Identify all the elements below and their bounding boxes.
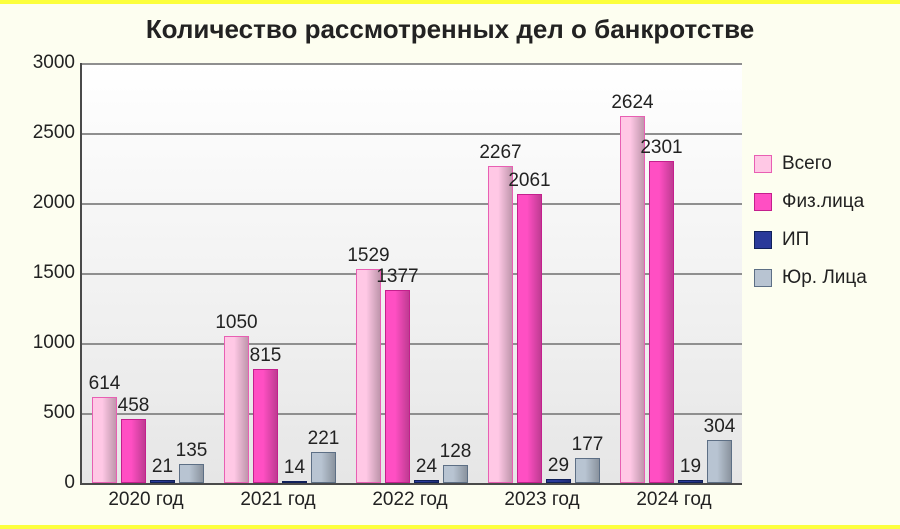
legend-item: ИП xyxy=(754,229,894,251)
bar-value-label: 1529 xyxy=(347,245,389,267)
bar-value-label: 815 xyxy=(250,345,282,367)
bar xyxy=(224,336,249,483)
bar-value-label: 1377 xyxy=(376,266,418,288)
bar-group: 105081514221 xyxy=(224,63,336,483)
bar-value-label: 135 xyxy=(176,440,208,462)
bar-value-label: 458 xyxy=(118,395,150,417)
legend-swatch xyxy=(754,155,772,173)
x-tick-label: 2020 год xyxy=(108,489,183,511)
legend-swatch xyxy=(754,269,772,287)
legend-label: Всего xyxy=(782,153,832,175)
y-tick-label: 2500 xyxy=(15,122,75,144)
bar-group: 2624230119304 xyxy=(620,63,732,483)
bar-value-label: 21 xyxy=(152,456,173,478)
y-tick-label: 2000 xyxy=(15,192,75,214)
bar-value-label: 2267 xyxy=(479,142,521,164)
bar xyxy=(649,161,674,483)
bar xyxy=(385,290,410,483)
bar xyxy=(311,452,336,483)
bar xyxy=(150,480,175,483)
bar xyxy=(443,465,468,483)
bar-value-label: 29 xyxy=(548,455,569,477)
bar-value-label: 14 xyxy=(284,457,305,479)
x-tick-label: 2022 год xyxy=(372,489,447,511)
y-tick-label: 0 xyxy=(15,472,75,494)
x-tick-label: 2023 год xyxy=(504,489,579,511)
bar-value-label: 221 xyxy=(308,428,340,450)
bar-value-label: 2061 xyxy=(508,170,550,192)
bar xyxy=(575,458,600,483)
bar xyxy=(121,419,146,483)
x-tick-label: 2021 год xyxy=(240,489,315,511)
bar-group: 61445821135 xyxy=(92,63,204,483)
legend-item: Физ.лица xyxy=(754,191,894,213)
chart-stage: 614458 21135 1050 815 14221 15291377 24128 2267… xyxy=(10,53,890,523)
bar xyxy=(179,464,204,483)
bar xyxy=(546,479,571,483)
legend-swatch xyxy=(754,193,772,211)
chart-title: Количество рассмотренных дел о банкротст… xyxy=(0,4,900,45)
plot-area: 614458 21135 1050 815 14221 15291377 24128 2267… xyxy=(80,63,742,485)
y-tick-label: 3000 xyxy=(15,52,75,74)
bar-value-label: 128 xyxy=(440,441,472,463)
y-tick-label: 1500 xyxy=(15,262,75,284)
bar-value-label: 614 xyxy=(89,373,121,395)
bar-value-label: 1050 xyxy=(215,312,257,334)
legend-label: Юр. Лица xyxy=(782,267,867,289)
bar xyxy=(356,269,381,483)
bar xyxy=(707,440,732,483)
bar xyxy=(488,166,513,483)
bar-group: 1529137724128 xyxy=(356,63,468,483)
legend-item: Всего xyxy=(754,153,894,175)
bar-value-label: 19 xyxy=(680,456,701,478)
bar-value-label: 24 xyxy=(416,456,437,478)
bar xyxy=(517,194,542,483)
legend-label: Физ.лица xyxy=(782,191,864,213)
legend-item: Юр. Лица xyxy=(754,267,894,289)
legend-swatch xyxy=(754,231,772,249)
bar-value-label: 2624 xyxy=(611,92,653,114)
bar-group: 2267206129177 xyxy=(488,63,600,483)
bar-value-label: 2301 xyxy=(640,137,682,159)
x-tick-label: 2024 год xyxy=(636,489,711,511)
legend-label: ИП xyxy=(782,229,809,251)
bar xyxy=(678,480,703,483)
y-tick-label: 500 xyxy=(15,402,75,424)
bar-value-label: 304 xyxy=(704,416,736,438)
bar xyxy=(92,397,117,483)
legend: Всего Физ.лица ИП Юр. Лица xyxy=(754,153,894,305)
bar xyxy=(620,116,645,483)
bar xyxy=(414,480,439,483)
bar-value-label: 177 xyxy=(572,434,604,456)
bar xyxy=(282,481,307,483)
y-tick-label: 1000 xyxy=(15,332,75,354)
bar xyxy=(253,369,278,483)
